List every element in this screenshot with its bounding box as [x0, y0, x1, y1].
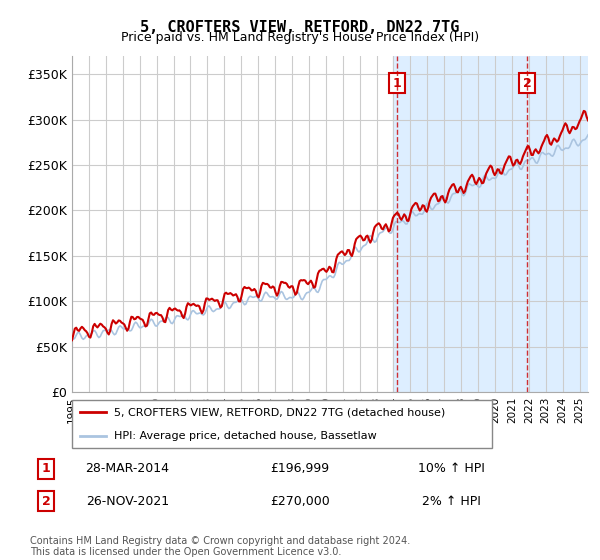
Text: 2: 2	[42, 494, 50, 507]
Bar	[394, 56, 588, 392]
Text: 5, CROFTERS VIEW, RETFORD, DN22 7TG (detached house): 5, CROFTERS VIEW, RETFORD, DN22 7TG (det…	[114, 407, 445, 417]
Text: 2% ↑ HPI: 2% ↑ HPI	[422, 494, 481, 507]
Text: 1: 1	[42, 463, 50, 475]
Text: 5, CROFTERS VIEW, RETFORD, DN22 7TG: 5, CROFTERS VIEW, RETFORD, DN22 7TG	[140, 20, 460, 35]
Text: HPI: Average price, detached house, Bassetlaw: HPI: Average price, detached house, Bass…	[114, 431, 377, 441]
Text: 1: 1	[393, 77, 402, 90]
Text: 26-NOV-2021: 26-NOV-2021	[86, 494, 169, 507]
FancyBboxPatch shape	[72, 400, 492, 448]
Text: £196,999: £196,999	[271, 463, 329, 475]
Text: 10% ↑ HPI: 10% ↑ HPI	[418, 463, 485, 475]
Text: £270,000: £270,000	[270, 494, 330, 507]
Text: Contains HM Land Registry data © Crown copyright and database right 2024.
This d: Contains HM Land Registry data © Crown c…	[30, 535, 410, 557]
Text: 2: 2	[523, 77, 532, 90]
Text: 28-MAR-2014: 28-MAR-2014	[85, 463, 169, 475]
Text: Price paid vs. HM Land Registry's House Price Index (HPI): Price paid vs. HM Land Registry's House …	[121, 31, 479, 44]
